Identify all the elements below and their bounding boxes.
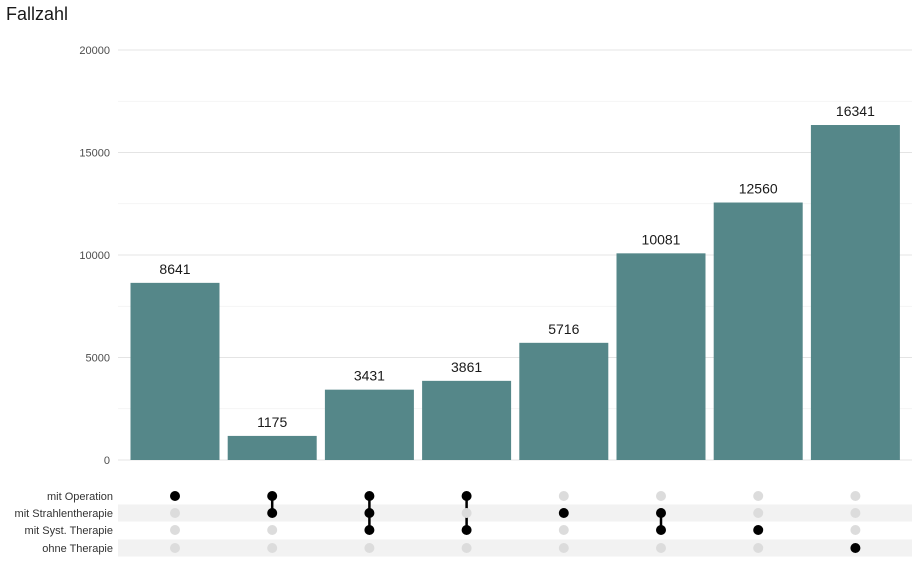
bar-value-label: 3861 <box>451 359 482 375</box>
intersection-matrix <box>170 491 861 553</box>
matrix-dot-active <box>656 508 666 518</box>
matrix-dot-active <box>364 525 375 535</box>
bar-value-label: 1175 <box>257 414 287 430</box>
y-tick-label: 10000 <box>79 250 110 262</box>
set-label: mit Syst. Therapie <box>25 525 113 537</box>
matrix-dot-active <box>753 525 764 535</box>
matrix-row-stripe <box>118 504 912 522</box>
matrix-dot-active <box>461 491 472 501</box>
matrix-row-stripe <box>118 539 912 557</box>
matrix-dot-inactive <box>850 525 861 535</box>
bar <box>130 282 220 460</box>
matrix-dot-active <box>267 491 278 501</box>
matrix-dot-inactive <box>558 525 569 535</box>
matrix-dot-inactive <box>753 543 764 553</box>
matrix-dot-inactive <box>461 543 472 553</box>
bar-value-label: 12560 <box>739 181 778 197</box>
matrix-dot-inactive <box>558 543 569 553</box>
set-label: mit Strahlentherapie <box>15 508 113 520</box>
y-axis-ticks: 0 5000 10000 15000 20000 <box>79 45 110 467</box>
set-labels: mit Operation mit Strahlentherapie mit Sys… <box>15 491 113 555</box>
matrix-dot-active <box>461 525 472 535</box>
bar <box>324 389 414 460</box>
matrix-dot-active <box>558 508 569 518</box>
matrix-dot-inactive <box>656 491 666 501</box>
bar <box>227 435 317 460</box>
matrix-dot-inactive <box>461 508 472 518</box>
matrix-dot-active <box>364 491 375 501</box>
matrix-dot-inactive <box>267 543 278 553</box>
matrix-dot-inactive <box>170 508 180 518</box>
matrix-dot-active <box>170 491 180 501</box>
bar <box>810 125 900 461</box>
matrix-dot-inactive <box>753 491 764 501</box>
set-label: ohne Therapie <box>42 543 113 555</box>
bar <box>422 380 512 460</box>
matrix-dot-inactive <box>656 543 666 553</box>
matrix-dot-inactive <box>558 491 569 501</box>
bars <box>130 125 900 461</box>
matrix-dot-active <box>267 508 278 518</box>
matrix-dot-inactive <box>850 508 861 518</box>
matrix-dot-inactive <box>267 525 278 535</box>
bar-value-label: 5716 <box>548 321 579 337</box>
bar-value-label: 3431 <box>354 368 385 384</box>
bar <box>519 342 609 460</box>
matrix-dot-active <box>850 543 861 553</box>
matrix-stripes <box>118 504 912 557</box>
matrix-dot-inactive <box>364 543 375 553</box>
y-tick-label: 15000 <box>79 148 110 160</box>
matrix-dot-inactive <box>170 543 180 553</box>
bar <box>713 202 803 460</box>
matrix-dot-active <box>656 525 666 535</box>
chart-title: Fallzahl <box>6 4 69 24</box>
bar <box>616 253 706 460</box>
set-label: mit Operation <box>47 491 113 503</box>
bar-value-label: 8641 <box>159 261 190 277</box>
bar-value-label: 16341 <box>836 103 875 119</box>
matrix-dot-inactive <box>170 525 180 535</box>
matrix-dot-active <box>364 508 375 518</box>
matrix-dot-inactive <box>850 491 861 501</box>
matrix-dot-inactive <box>753 508 764 518</box>
y-tick-label: 0 <box>104 455 110 467</box>
y-tick-label: 5000 <box>86 353 110 365</box>
bar-value-label: 10081 <box>642 231 681 247</box>
y-tick-label: 20000 <box>79 45 110 57</box>
bar-labels: 8641 1175 3431 3861 5716 10081 12560 16341 <box>159 103 875 430</box>
